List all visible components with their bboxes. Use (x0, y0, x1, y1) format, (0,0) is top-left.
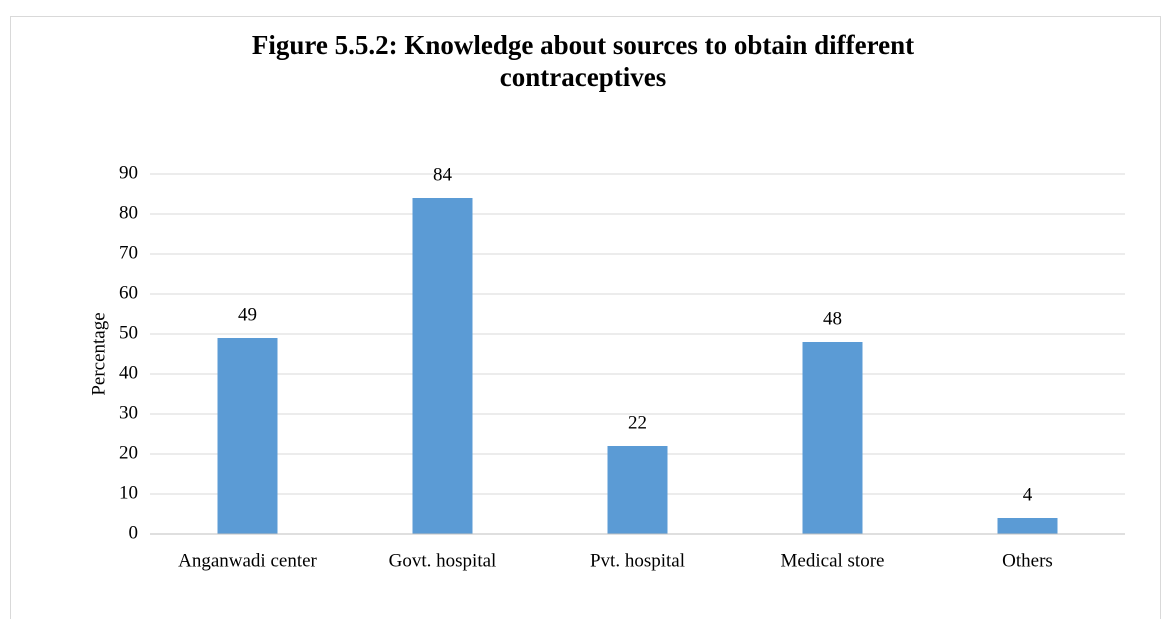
x-tick-label: Anganwadi center (178, 550, 317, 571)
data-label: 84 (433, 164, 453, 185)
x-tick-label: Others (1002, 550, 1053, 571)
chart-title: Figure 5.5.2: Knowledge about sources to… (252, 30, 914, 60)
data-label: 4 (1023, 484, 1033, 505)
chart-frame (10, 16, 1161, 619)
x-tick-label: Pvt. hospital (590, 550, 685, 571)
x-tick-label: Govt. hospital (389, 550, 497, 571)
y-tick-label: 30 (119, 402, 138, 423)
data-label: 22 (628, 412, 647, 433)
y-tick-label: 90 (119, 162, 138, 183)
x-tick-label: Medical store (781, 550, 885, 571)
y-tick-label: 40 (119, 362, 138, 383)
data-label: 48 (823, 308, 842, 329)
bar (412, 198, 473, 534)
y-axis-label: Percentage (88, 312, 109, 395)
bar (607, 446, 668, 534)
chart-title: contraceptives (500, 62, 666, 92)
y-tick-label: 60 (119, 282, 138, 303)
data-label: 49 (238, 304, 257, 325)
y-tick-label: 50 (119, 322, 138, 343)
bar (217, 338, 278, 534)
y-tick-label: 70 (119, 242, 138, 263)
y-tick-label: 0 (129, 522, 139, 543)
y-tick-label: 80 (119, 202, 138, 223)
bar (997, 518, 1058, 534)
y-tick-label: 20 (119, 442, 138, 463)
y-tick-label: 10 (119, 482, 138, 503)
bar (802, 342, 863, 534)
